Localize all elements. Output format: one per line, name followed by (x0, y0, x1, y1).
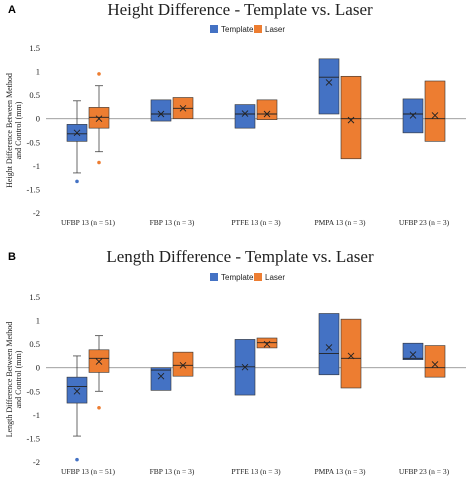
panel-a-ylabel-line-1: Height Difference Between Method (5, 73, 14, 188)
panel-b-ytick-label: 0.5 (29, 339, 40, 349)
panel-b-legend-swatch-template (210, 273, 218, 281)
panel-a-category-label: UFBP 23 (n = 3) (399, 218, 450, 227)
panel-a-ytick-label: -2 (33, 208, 40, 218)
panel-a-ytick-label: 0.5 (29, 90, 40, 100)
panel-b-ytick-label: 1.5 (29, 292, 40, 302)
panel-a-category-label: UFBP 13 (n = 51) (61, 218, 115, 227)
panel-a-ytick-label: -1 (33, 161, 40, 171)
panel-a-letter: A (8, 4, 16, 16)
panel-b-ytick-label: -1.5 (27, 433, 40, 443)
panel-a-title: Height Difference - Template vs. Laser (107, 0, 373, 19)
panel-b-laser-box (340, 318, 362, 389)
panel-a-legend-label-laser: Laser (265, 25, 285, 34)
panel-a-laser-outlier (97, 72, 101, 76)
panel-a-template-box (150, 99, 172, 122)
panel-b-ytick-label: -1 (33, 410, 40, 420)
panel-a-laser-mean-marker (263, 110, 271, 118)
panel-b-template-mean-marker (157, 372, 165, 380)
panel-b-legend-label-laser: Laser (265, 273, 285, 282)
panel-a-template-mean-marker (325, 79, 333, 86)
panel-a-laser-box (424, 80, 446, 142)
panel-a-template-mean-marker (409, 112, 417, 119)
panel-b-template-box (150, 367, 172, 391)
panel-b-category-label: PTFE 13 (n = 3) (231, 467, 281, 476)
panel-a-ylabel-line-2: and Control (mm) (14, 101, 23, 159)
panel-b-laser-mean-marker (431, 361, 439, 368)
panel-b-legend-label-template: Template (221, 273, 254, 282)
panel-b-legend-swatch-laser (254, 273, 262, 281)
panel-a-template-box (234, 104, 256, 129)
panel-b-template-outlier (75, 457, 79, 462)
panel-a-ytick-label: -1.5 (27, 184, 40, 194)
panel-b-category-label: UFBP 13 (n = 51) (61, 467, 115, 476)
panel-b-category-label: FBP 13 (n = 3) (150, 467, 195, 476)
panel-b-title: Length Difference - Template vs. Laser (106, 247, 374, 266)
panel-a-template-mean-marker (241, 110, 249, 117)
panel-a-laser-mean-marker (95, 115, 103, 123)
panel-b-template-mean-marker (73, 387, 81, 395)
panel-a-ytick-label: 1.5 (29, 43, 40, 53)
panel-b-template-box (402, 342, 424, 361)
panel-b-ylabel-line-2: and Control (mm) (14, 350, 23, 408)
panel-a-laser-box (88, 107, 110, 129)
panel-b-category-label: UFBP 23 (n = 3) (399, 467, 450, 476)
panel-a-category-label: PTFE 13 (n = 3) (231, 218, 281, 227)
panel-b-laser-mean-marker (95, 358, 103, 365)
panel-b-laser-mean-marker (263, 340, 271, 348)
panel-a-legend-swatch-laser (254, 25, 262, 33)
panel-b-ytick-label: 1 (36, 316, 40, 326)
panel-b-laser-outlier (97, 405, 101, 410)
panel-a-ytick-label: 0 (36, 114, 40, 124)
panel-b-laser-box (424, 345, 446, 378)
panel-a-laser-mean-marker (347, 116, 355, 124)
panel-a-template-mean-marker (157, 110, 165, 118)
panel-b-letter: B (8, 251, 16, 263)
panel-b-laser-mean-marker (179, 362, 187, 369)
panel-b-ytick-label: -0.5 (27, 386, 40, 396)
panel-a-template-mean-marker (73, 129, 81, 137)
panel-a-category-label: FBP 13 (n = 3) (150, 218, 195, 227)
panel-b-ylabel-line-1: Length Difference Between Method (5, 322, 14, 438)
panel-a-laser-mean-marker (179, 105, 187, 112)
panel-a-category-label: PMPA 13 (n = 3) (314, 218, 366, 227)
panel-b-template-mean-marker (409, 351, 417, 358)
panel-b-template-mean-marker (325, 344, 333, 351)
panel-b-laser-box (172, 351, 194, 377)
panel-b-template-box (318, 313, 340, 376)
panel-a-legend-label-template: Template (221, 25, 254, 34)
panel-a-laser-mean-marker (431, 112, 439, 119)
panel-b-template-box (66, 376, 88, 404)
panel-a-laser-outlier (97, 160, 101, 165)
panel-b-ytick-label: 0 (36, 363, 40, 373)
panel-a-template-box (318, 58, 340, 115)
panel-a-legend-swatch-template (210, 25, 218, 33)
panel-b-template-mean-marker (241, 363, 249, 371)
panel-a-laser-box (340, 75, 362, 160)
panel-b-laser-mean-marker (347, 352, 355, 360)
panel-b-category-label: PMPA 13 (n = 3) (314, 467, 366, 476)
panel-a-template-outlier (75, 179, 79, 184)
panel-b-ytick-label: -2 (33, 457, 40, 467)
panel-a-ytick-label: -0.5 (27, 137, 40, 147)
panel-a-laser-box (256, 99, 278, 120)
panel-a-ytick-label: 1 (36, 67, 40, 77)
